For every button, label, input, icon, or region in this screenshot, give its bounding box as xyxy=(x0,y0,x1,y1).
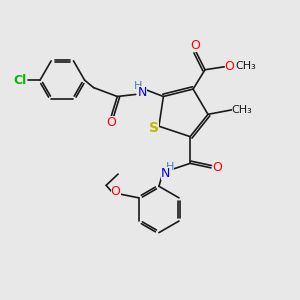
Text: S: S xyxy=(148,121,159,135)
Text: Cl: Cl xyxy=(13,74,26,87)
Text: O: O xyxy=(190,39,200,52)
Text: O: O xyxy=(212,161,222,174)
Text: CH₃: CH₃ xyxy=(232,105,253,115)
Text: N: N xyxy=(161,167,170,180)
Text: O: O xyxy=(106,116,116,129)
Text: H: H xyxy=(134,81,142,91)
Text: N: N xyxy=(137,86,147,99)
Text: H: H xyxy=(166,162,174,172)
Text: O: O xyxy=(225,60,235,73)
Text: O: O xyxy=(111,185,121,198)
Text: CH₃: CH₃ xyxy=(235,61,256,71)
